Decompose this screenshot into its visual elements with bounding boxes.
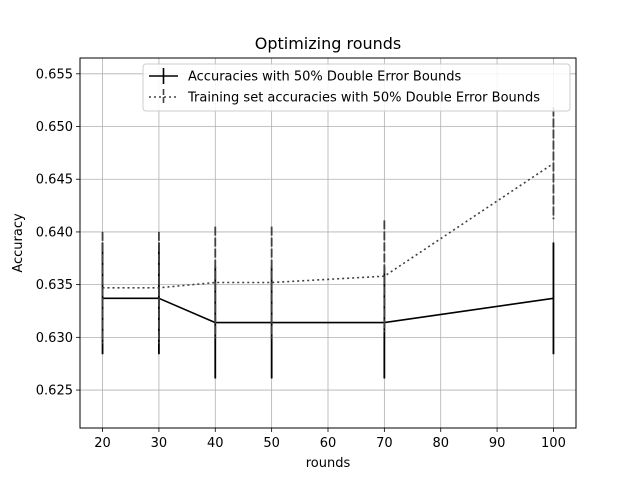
ticks: 20 30 40 50 60 70 80 90 100 0.625 0.630 0.635 0.640 0… — [36, 67, 566, 451]
x-tick-label: 40 — [207, 436, 224, 451]
x-axis-label: rounds — [306, 456, 351, 471]
x-tick-label: 50 — [263, 436, 280, 451]
series-line — [102, 297, 554, 324]
x-tick-label: 70 — [376, 436, 393, 451]
x-tick-label: 100 — [541, 436, 566, 451]
x-tick-label: 20 — [94, 436, 111, 451]
legend-label: Accuracies with 50% Double Error Bounds — [188, 70, 462, 85]
series-layer — [101, 107, 555, 379]
legend: Accuracies with 50% Double Error Bounds T… — [142, 63, 571, 112]
y-axis-label: Accuracy — [11, 213, 26, 273]
legend-label: Training set accuracies with 50% Double … — [187, 91, 540, 106]
legend-item-1: Accuracies with 50% Double Error Bounds — [149, 68, 462, 85]
x-tick-label: 60 — [320, 436, 337, 451]
x-tick-label: 90 — [489, 436, 506, 451]
y-tick-label: 0.625 — [36, 384, 73, 399]
y-tick-label: 0.630 — [36, 331, 73, 346]
legend-box — [142, 63, 571, 112]
y-tick-label: 0.645 — [36, 173, 73, 188]
chart-title: Optimizing rounds — [255, 34, 402, 53]
series-2 — [101, 107, 555, 344]
y-tick-label: 0.655 — [36, 67, 73, 82]
legend-item-2: Training set accuracies with 50% Double … — [149, 89, 540, 106]
x-tick-label: 30 — [151, 436, 168, 451]
series-line — [102, 162, 554, 289]
y-tick-label: 0.635 — [36, 278, 73, 293]
y-tick-label: 0.650 — [36, 120, 73, 135]
x-tick-label: 80 — [432, 436, 449, 451]
y-tick-label: 0.640 — [36, 225, 73, 240]
